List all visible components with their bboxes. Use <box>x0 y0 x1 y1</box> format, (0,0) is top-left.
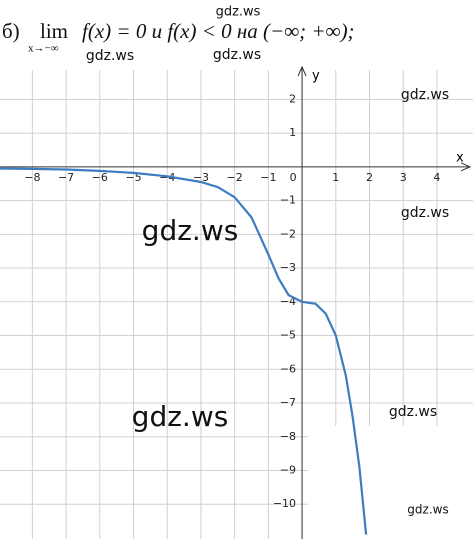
y-axis-label: y <box>312 69 320 84</box>
y-tick-label: −8 <box>280 430 296 443</box>
x-tick-label: −8 <box>24 171 40 184</box>
y-tick-label: −3 <box>280 261 296 274</box>
x-tick-label: 0 <box>290 171 297 184</box>
watermark: gdz.ws <box>401 205 449 221</box>
x-tick-label: −2 <box>227 171 243 184</box>
watermark: gdz.ws <box>216 5 261 20</box>
y-axis-arrow <box>297 65 307 77</box>
y-tick-label: −7 <box>280 396 296 409</box>
x-tick-label: 3 <box>400 171 407 184</box>
chart-title: f(x) = 0 и f(x) < 0 на (−∞; +∞); <box>82 19 355 43</box>
y-tick-label: 2 <box>289 92 296 105</box>
watermark: gdz.ws <box>389 404 437 420</box>
y-tick-label: −6 <box>280 362 296 375</box>
x-tick-label: 4 <box>433 171 440 184</box>
y-tick-label: −4 <box>280 295 296 308</box>
y-tick-label: −5 <box>280 329 296 342</box>
limit: lim <box>40 19 68 43</box>
watermark: gdz.ws <box>407 503 448 517</box>
watermark: gdz.ws <box>142 214 239 247</box>
x-axis-arrow <box>460 162 472 172</box>
x-tick-label: 1 <box>332 171 339 184</box>
watermark: gdz.ws <box>132 400 229 433</box>
item-label: б) <box>2 19 20 43</box>
watermark: gdz.ws <box>401 87 449 103</box>
y-tick-label: 1 <box>289 126 296 139</box>
x-tick-label: −6 <box>92 171 108 184</box>
x-tick-label: −7 <box>58 171 74 184</box>
curve <box>0 167 368 535</box>
x-axis-label: x <box>456 151 464 166</box>
y-tick-label: −10 <box>273 497 296 510</box>
y-tick-label: −9 <box>280 464 296 477</box>
cover <box>308 426 473 539</box>
y-tick-label: −1 <box>280 194 296 207</box>
y-tick-label: −2 <box>280 227 296 240</box>
limit-sub: x→−∞ <box>28 43 59 55</box>
watermark: gdz.ws <box>86 48 134 64</box>
x-tick-label: −1 <box>260 171 276 184</box>
x-tick-label: 2 <box>366 171 373 184</box>
watermark: gdz.ws <box>213 47 261 63</box>
